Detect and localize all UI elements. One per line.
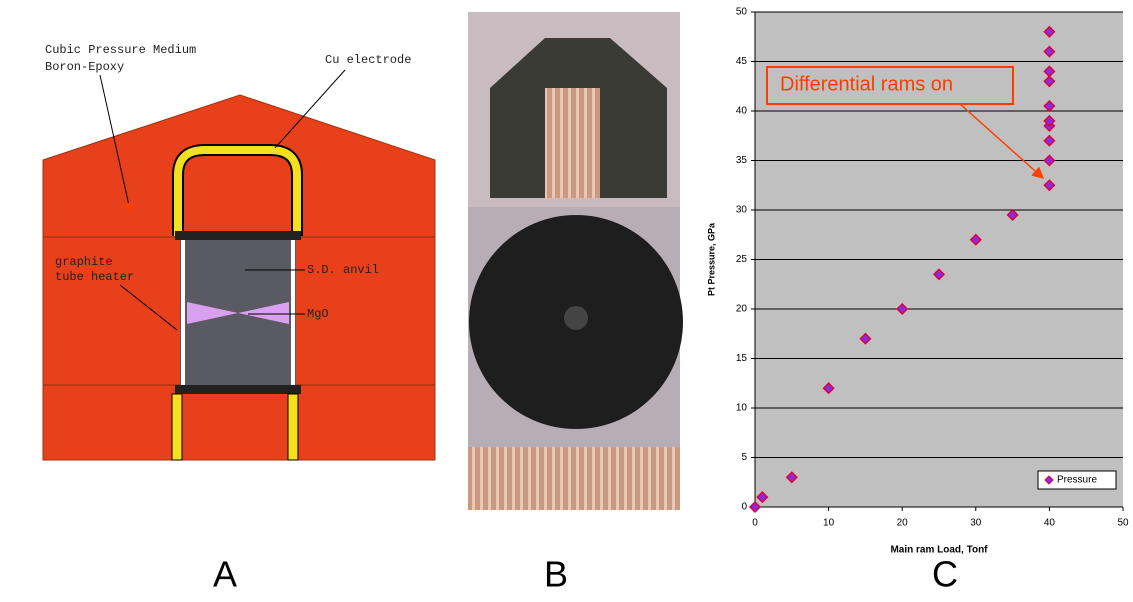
annotation-arrow — [959, 103, 1045, 179]
point — [1043, 75, 1056, 88]
x-axis-label: Main ram Load, Tonf — [890, 545, 988, 556]
x-tick-label: 10 — [823, 518, 835, 529]
y-tick-label: 5 — [741, 452, 747, 463]
point — [1043, 65, 1056, 78]
label: tube heater — [55, 270, 134, 284]
y-tick-label: 20 — [736, 304, 748, 315]
label: Boron-Epoxy — [45, 60, 124, 74]
annotation-box — [766, 66, 1014, 105]
label: graphite — [55, 255, 113, 269]
y-tick-label: 30 — [736, 205, 748, 216]
label: S.D. anvil — [307, 263, 379, 277]
point — [859, 332, 872, 345]
y-tick-label: 0 — [741, 502, 747, 513]
x-tick-label: 40 — [1044, 518, 1056, 529]
x-tick-label: 30 — [970, 518, 982, 529]
electrode-leg — [171, 393, 183, 461]
heater-wall — [291, 240, 295, 385]
end-cap — [175, 231, 301, 240]
legend-box — [1037, 470, 1117, 490]
legend-marker — [1044, 475, 1054, 485]
legend-label: Pressure — [1057, 475, 1097, 486]
point — [1043, 154, 1056, 167]
heater-stripes — [545, 88, 600, 198]
anvil-center — [564, 306, 588, 330]
x-tick-label: 50 — [1117, 518, 1129, 529]
diagram-a: Cubic Pressure Medium Boron-Epoxy Cu ele… — [42, 43, 436, 461]
label: MgO — [307, 307, 329, 321]
point — [1043, 45, 1056, 58]
y-axis-label: Pt Pressure, GPa — [706, 222, 716, 296]
point — [822, 382, 835, 395]
point — [1006, 208, 1019, 222]
electrode-leg — [287, 393, 299, 461]
heater-wall — [181, 240, 185, 385]
annotation: Differential rams on — [780, 73, 953, 95]
photo-b — [468, 12, 683, 510]
y-tick-label: 45 — [736, 56, 748, 67]
y-tick-label: 25 — [736, 254, 748, 265]
point — [896, 302, 909, 316]
point — [1043, 114, 1056, 127]
point — [1043, 99, 1056, 113]
y-tick-label: 35 — [736, 155, 748, 166]
cu-electrode — [174, 146, 301, 236]
label: Cubic Pressure Medium — [45, 43, 196, 57]
panel-label: B — [544, 554, 568, 595]
x-tick-label: 20 — [897, 518, 909, 529]
label: Cu electrode — [325, 53, 411, 67]
mgo — [238, 302, 289, 324]
copper-strip — [468, 447, 680, 510]
mgo — [187, 302, 238, 324]
end-cap — [175, 385, 301, 394]
chart-c: 0 5 10 15 20 25 30 35 40 45 50 0 10 20 30 40 50 Main ram … — [706, 7, 1129, 556]
y-tick-label: 40 — [736, 106, 748, 117]
x-tick-label: 0 — [752, 518, 758, 529]
point — [932, 268, 946, 281]
y-tick-label: 10 — [736, 403, 748, 414]
point — [748, 500, 762, 514]
point — [1043, 25, 1056, 38]
y-tick-label: 15 — [736, 353, 748, 364]
panel-label: A — [213, 554, 237, 595]
leaders — [99, 69, 346, 331]
point — [756, 491, 769, 504]
point — [1043, 179, 1056, 192]
panel-label: C — [932, 554, 958, 595]
point — [969, 233, 982, 246]
y-tick-label: 50 — [736, 7, 748, 18]
point — [785, 471, 798, 484]
point — [1043, 134, 1056, 147]
